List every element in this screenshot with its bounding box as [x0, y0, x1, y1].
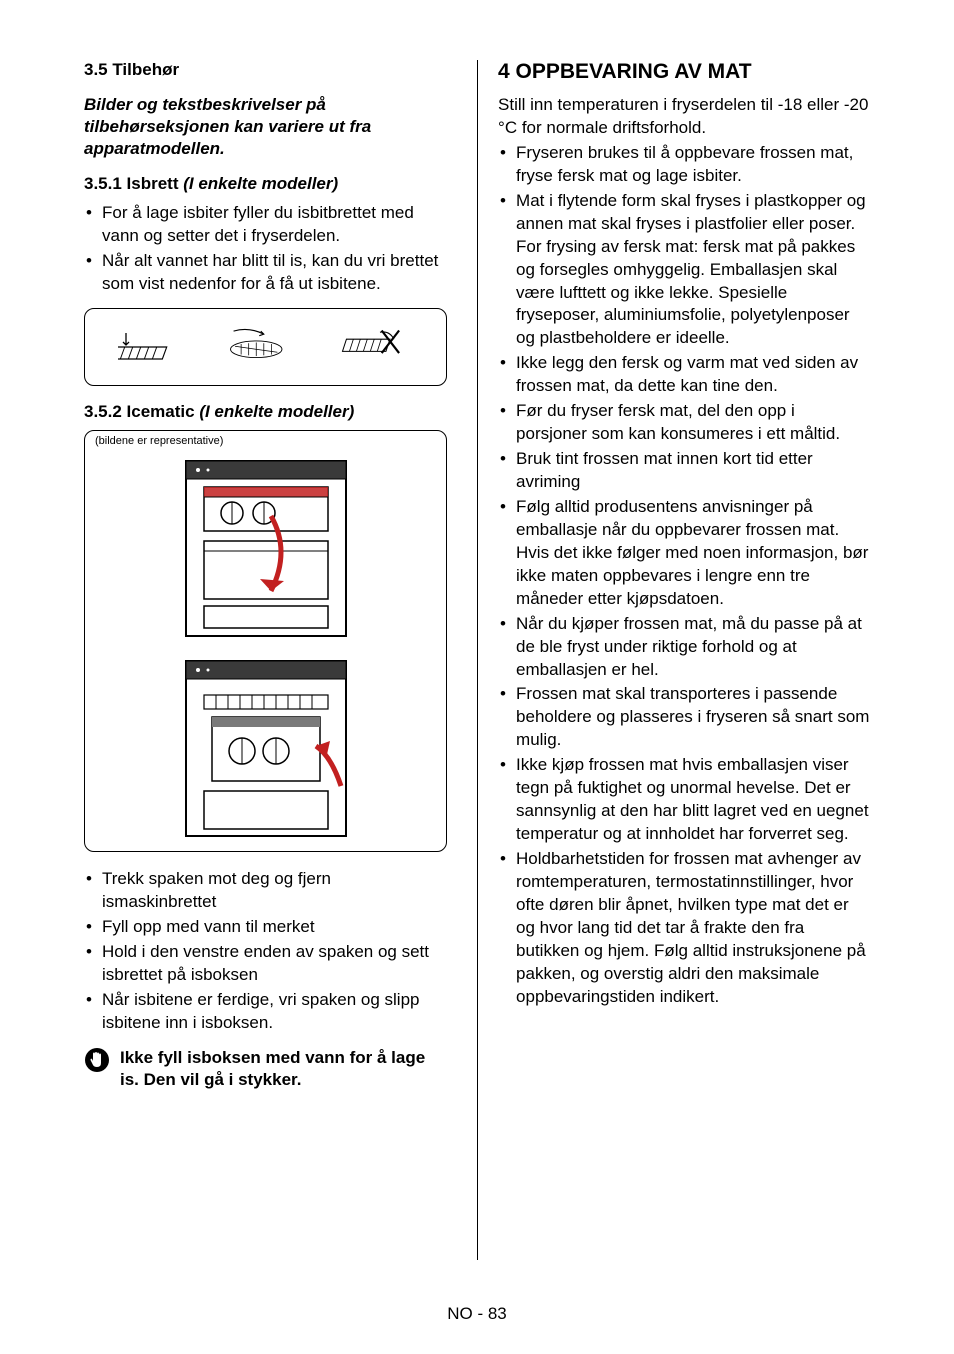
list-item: Mat i flytende form skal fryses i plastk…	[498, 190, 870, 351]
main-heading: 4 OPPBEVARING AV MAT	[498, 60, 870, 84]
appliance-remove-icon	[176, 451, 356, 641]
left-column: 3.5 Tilbehør Bilder og tekstbeskrivelser…	[84, 60, 457, 1260]
icematic-bullets: Trekk spaken mot deg og fjern ismaskinbr…	[84, 868, 447, 1035]
list-item: Fryseren brukes til å oppbevare frossen …	[498, 142, 870, 188]
warning-text: Ikke fyll isboksen med vann for å lage i…	[120, 1047, 447, 1091]
figure-ice-tray	[84, 308, 447, 386]
tray-fill-icon	[118, 327, 180, 367]
right-column: 4 OPPBEVARING AV MAT Still inn temperatu…	[477, 60, 870, 1260]
list-item: Holdbarhetstiden for frossen mat avhenge…	[498, 848, 870, 1009]
figure-caption: (bildene er representative)	[95, 435, 436, 447]
list-item: Frossen mat skal transporteres i passend…	[498, 683, 870, 752]
list-item: For å lage isbiter fyller du isbitbrette…	[84, 202, 447, 248]
list-item: Når alt vannet har blitt til is, kan du …	[84, 250, 447, 296]
isbrett-bullets: For å lage isbiter fyller du isbitbrette…	[84, 202, 447, 296]
list-item: Bruk tint frossen mat innen kort tid ett…	[498, 448, 870, 494]
list-item: Trekk spaken mot deg og fjern ismaskinbr…	[84, 868, 447, 914]
list-item: Følg alltid produsentens anvisninger på …	[498, 496, 870, 611]
list-item: Når isbitene er ferdige, vri spaken og s…	[84, 989, 447, 1035]
subsection-suffix: (I enkelte modeller)	[199, 402, 354, 421]
subsection-prefix: 3.5.2 Icematic	[84, 402, 199, 421]
list-item: Ikke legg den fersk og varm mat ved side…	[498, 352, 870, 398]
list-item: Før du fryser fersk mat, del den opp i p…	[498, 400, 870, 446]
appliance-insert-icon	[176, 651, 356, 841]
list-item: Ikke kjøp frossen mat hvis emballasjen v…	[498, 754, 870, 846]
section-title: 3.5 Tilbehør	[84, 60, 447, 80]
storage-bullets: Fryseren brukes til å oppbevare frossen …	[498, 142, 870, 1009]
tray-no-icon	[333, 327, 413, 367]
tray-twist-icon	[226, 327, 288, 367]
list-item: Når du kjøper frossen mat, må du passe p…	[498, 613, 870, 682]
page-footer: NO - 83	[0, 1304, 954, 1324]
warning-row: Ikke fyll isboksen med vann for å lage i…	[84, 1047, 447, 1091]
subsection-isbrett: 3.5.1 Isbrett (I enkelte modeller)	[84, 174, 447, 194]
stop-hand-icon	[84, 1047, 110, 1073]
subsection-icematic: 3.5.2 Icematic (I enkelte modeller)	[84, 402, 447, 422]
figure-icematic: (bildene er representative)	[84, 430, 447, 852]
intro-paragraph: Still inn temperaturen i fryserdelen til…	[498, 94, 870, 140]
subsection-prefix: 3.5.1 Isbrett	[84, 174, 183, 193]
model-note: Bilder og tekstbeskrivelser på tilbehørs…	[84, 94, 447, 160]
list-item: Hold i den venstre enden av spaken og se…	[84, 941, 447, 987]
list-item: Fyll opp med vann til merket	[84, 916, 447, 939]
subsection-suffix: (I enkelte modeller)	[183, 174, 338, 193]
